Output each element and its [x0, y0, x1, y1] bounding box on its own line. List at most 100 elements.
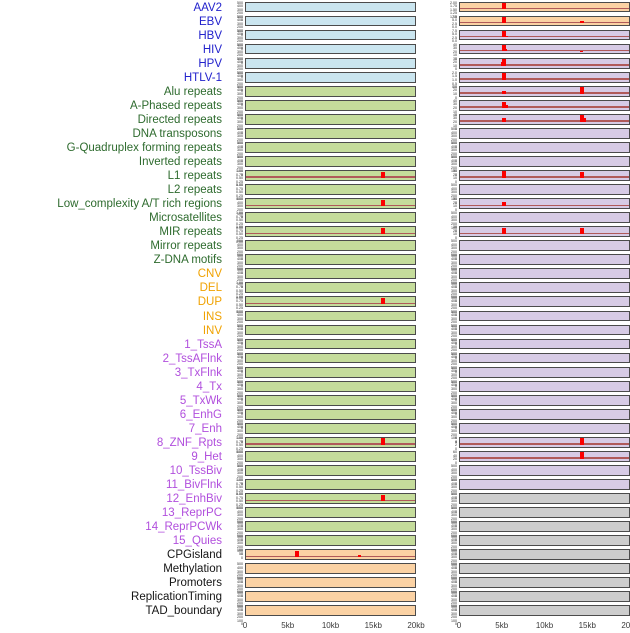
signal-track[interactable]	[459, 184, 630, 195]
signal-track[interactable]	[459, 450, 630, 462]
signal-track[interactable]	[245, 57, 416, 69]
signal-track[interactable]	[459, 535, 630, 547]
signal-track[interactable]	[459, 521, 630, 533]
signal-track[interactable]	[245, 521, 416, 533]
signal-track[interactable]	[245, 450, 416, 462]
signal-track[interactable]	[245, 408, 416, 420]
signal-track[interactable]	[459, 394, 630, 406]
signal-track[interactable]	[245, 493, 416, 504]
signal-track[interactable]	[245, 465, 416, 476]
signal-track[interactable]	[459, 577, 630, 589]
signal-track[interactable]	[245, 549, 416, 561]
signal-track[interactable]	[245, 99, 416, 111]
signal-track[interactable]	[459, 408, 630, 420]
signal-track[interactable]	[459, 310, 630, 322]
y-tick-label: 0.25	[236, 193, 243, 198]
signal-track[interactable]	[245, 240, 416, 252]
signal-track[interactable]	[245, 85, 416, 97]
signal-track[interactable]	[245, 380, 416, 392]
signal-track[interactable]	[459, 436, 630, 448]
signal-peak	[502, 72, 506, 80]
signal-track[interactable]	[245, 127, 416, 139]
y-tick-label: 0	[455, 172, 457, 177]
signal-track[interactable]	[245, 422, 416, 434]
signal-track[interactable]	[245, 338, 416, 350]
y-tick-label: 400	[451, 495, 457, 500]
y-axis-ticks: 1.00 0.75 0.50 0.25 0.00	[226, 183, 243, 201]
signal-track[interactable]	[245, 15, 416, 27]
y-axis-ticks: 40 30 20 10 0	[440, 43, 457, 61]
signal-track[interactable]	[459, 15, 630, 27]
signal-track[interactable]	[245, 605, 416, 617]
signal-track[interactable]	[459, 282, 630, 294]
signal-track[interactable]	[245, 113, 416, 125]
signal-track[interactable]	[459, 170, 630, 181]
y-tick-label: 500	[237, 506, 243, 511]
signal-track[interactable]	[459, 254, 630, 266]
signal-track[interactable]	[245, 170, 416, 181]
signal-track[interactable]	[245, 324, 416, 336]
y-tick-label: 200	[451, 559, 457, 564]
y-tick-label: 400	[451, 594, 457, 598]
signal-track[interactable]	[245, 591, 416, 603]
signal-track[interactable]	[459, 493, 630, 504]
signal-track[interactable]	[245, 535, 416, 547]
signal-track[interactable]	[245, 212, 416, 224]
signal-track[interactable]	[459, 465, 630, 476]
signal-track[interactable]	[459, 212, 630, 224]
signal-track[interactable]	[459, 156, 630, 167]
signal-track[interactable]	[459, 268, 630, 280]
signal-track[interactable]	[245, 577, 416, 589]
signal-track[interactable]	[245, 156, 416, 167]
y-tick-label: 500	[237, 155, 243, 159]
signal-track[interactable]	[459, 338, 630, 350]
signal-track[interactable]	[245, 282, 416, 294]
signal-track[interactable]	[245, 254, 416, 266]
signal-track[interactable]	[459, 380, 630, 392]
signal-track[interactable]	[459, 591, 630, 603]
signal-track[interactable]	[459, 43, 630, 55]
signal-track[interactable]	[459, 324, 630, 336]
signal-track[interactable]	[245, 436, 416, 448]
signal-track[interactable]	[459, 85, 630, 97]
y-tick-label: 0	[455, 207, 457, 212]
signal-track[interactable]	[459, 29, 630, 41]
signal-track[interactable]	[245, 184, 416, 195]
signal-track[interactable]	[459, 113, 630, 125]
signal-track[interactable]	[245, 366, 416, 378]
signal-track[interactable]	[459, 71, 630, 83]
signal-track[interactable]	[245, 1, 416, 13]
signal-track[interactable]	[245, 71, 416, 83]
signal-track[interactable]	[459, 240, 630, 252]
signal-track[interactable]	[459, 422, 630, 434]
signal-track[interactable]	[459, 366, 630, 378]
signal-track[interactable]	[459, 127, 630, 139]
signal-track[interactable]	[459, 352, 630, 364]
signal-track[interactable]	[245, 479, 416, 490]
signal-track[interactable]	[245, 296, 416, 308]
signal-track[interactable]	[245, 29, 416, 41]
signal-track[interactable]	[459, 605, 630, 617]
signal-track[interactable]	[245, 310, 416, 322]
signal-track[interactable]	[245, 352, 416, 364]
signal-track[interactable]	[459, 57, 630, 69]
signal-track[interactable]	[459, 549, 630, 561]
signal-track[interactable]	[459, 99, 630, 111]
signal-track[interactable]	[245, 43, 416, 55]
signal-track[interactable]	[459, 563, 630, 575]
signal-track[interactable]	[459, 1, 630, 13]
signal-track[interactable]	[459, 141, 630, 153]
signal-track[interactable]	[459, 198, 630, 209]
signal-track[interactable]	[245, 507, 416, 518]
signal-track[interactable]	[459, 226, 630, 238]
signal-track[interactable]	[245, 563, 416, 575]
signal-track[interactable]	[459, 296, 630, 308]
signal-track[interactable]	[245, 268, 416, 280]
signal-track[interactable]	[459, 479, 630, 490]
signal-track[interactable]	[245, 394, 416, 406]
signal-track[interactable]	[245, 141, 416, 153]
signal-track[interactable]	[245, 226, 416, 238]
signal-track[interactable]	[459, 507, 630, 518]
y-tick-label: 200	[451, 221, 457, 226]
signal-track[interactable]	[245, 198, 416, 209]
